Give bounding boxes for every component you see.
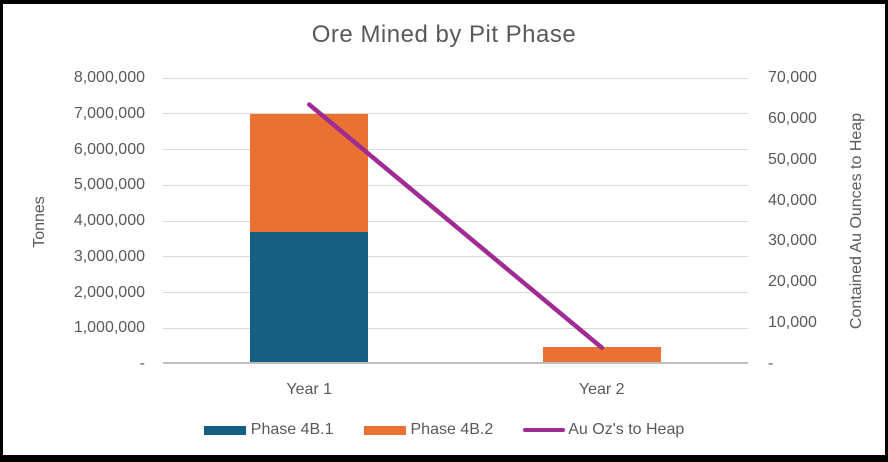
legend: Phase 4B.1 Phase 4B.2 Au Oz's to Heap <box>0 421 888 439</box>
right-axis-title: Contained Au Ounces to Heap <box>848 112 865 330</box>
chart-title: Ore Mined by Pit Phase <box>311 21 577 48</box>
gridline <box>163 292 748 293</box>
legend-label: Phase 4B.2 <box>410 421 494 438</box>
gridline <box>163 327 748 329</box>
right-axis-tick-label: 30,000 <box>768 232 817 250</box>
left-axis-tick-label: 4,000,000 <box>73 212 145 229</box>
legend-label: Au Oz's to Heap <box>568 421 685 438</box>
plot-area <box>163 77 748 364</box>
right-axis-tick-label: 70,000 <box>768 69 817 86</box>
gridline <box>163 220 748 222</box>
legend-item-phase-4b-2: Phase 4B.2 <box>363 421 494 439</box>
legend-line-icon <box>523 427 566 433</box>
left-axis-tick-label: 7,000,000 <box>73 104 145 122</box>
gridline <box>163 256 748 258</box>
left-axis-tick-label: 3,000,000 <box>73 247 145 265</box>
legend-swatch-icon <box>363 425 406 435</box>
legend-swatch-icon <box>203 425 246 435</box>
left-axis-tick-label: 2,000,000 <box>73 283 145 301</box>
legend-item-au-oz-s-to-heap: Au Oz's to Heap <box>523 421 684 439</box>
left-axis-tick-label: - <box>139 355 145 372</box>
gridline <box>163 77 748 79</box>
bar-segment-phase-4b-2 <box>250 113 369 232</box>
line-au-oz-s-to-heap <box>307 102 604 350</box>
chart-canvas <box>3 4 885 455</box>
left-axis-tick-label: 6,000,000 <box>73 140 145 158</box>
bar-segment-phase-4b-2 <box>542 346 661 362</box>
line-series-layer <box>307 102 604 350</box>
gridline <box>163 113 748 115</box>
right-axis-tick-label: - <box>768 355 774 372</box>
category-label: Year 2 <box>578 381 625 398</box>
category-label: Year 1 <box>286 381 333 398</box>
gridline <box>163 149 748 150</box>
left-axis-tick-label: 1,000,000 <box>73 319 145 337</box>
legend-label: Phase 4B.1 <box>250 421 334 438</box>
bar-segment-phase-4b-1 <box>250 231 369 362</box>
category-axis-line <box>163 362 748 364</box>
gridline <box>163 184 748 186</box>
right-axis-tick-label: 50,000 <box>768 150 817 168</box>
right-axis-tick-label: 40,000 <box>768 191 817 209</box>
left-axis-tick-label: 5,000,000 <box>73 176 145 194</box>
legend-item-phase-4b-1: Phase 4B.1 <box>203 421 334 439</box>
right-axis-tick-label: 20,000 <box>768 273 817 291</box>
right-axis-tick-label: 60,000 <box>768 109 817 127</box>
right-axis-tick-label: 10,000 <box>768 314 817 332</box>
left-axis-tick-label: 8,000,000 <box>73 69 145 86</box>
